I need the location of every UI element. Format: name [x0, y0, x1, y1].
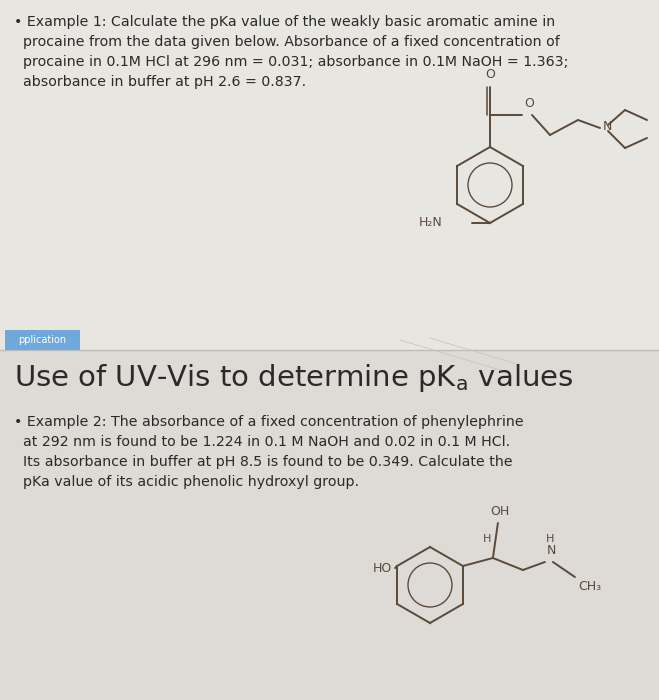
Text: • Example 2: The absorbance of a fixed concentration of phenylephrine
  at 292 n: • Example 2: The absorbance of a fixed c… — [14, 415, 524, 489]
Bar — [5, 330, 80, 350]
Text: CH₃: CH₃ — [578, 580, 601, 593]
Bar — [0, 350, 659, 700]
Text: OH: OH — [490, 505, 509, 518]
Text: N: N — [547, 544, 556, 557]
Text: Use of UV-Vis to determine pK$_\mathregular{a}$ values: Use of UV-Vis to determine pK$_\mathregu… — [14, 362, 573, 394]
Text: O: O — [485, 68, 495, 81]
Text: HO: HO — [373, 563, 392, 575]
Text: • Example 1: Calculate the pKa value of the weakly basic aromatic amine in
  pro: • Example 1: Calculate the pKa value of … — [14, 15, 568, 89]
Text: O: O — [524, 97, 534, 110]
Text: H: H — [482, 534, 491, 544]
Text: H: H — [546, 534, 554, 544]
Text: pplication: pplication — [18, 335, 66, 345]
Text: H₂N: H₂N — [418, 216, 442, 230]
Text: N: N — [603, 120, 612, 132]
Bar — [0, 0, 659, 350]
